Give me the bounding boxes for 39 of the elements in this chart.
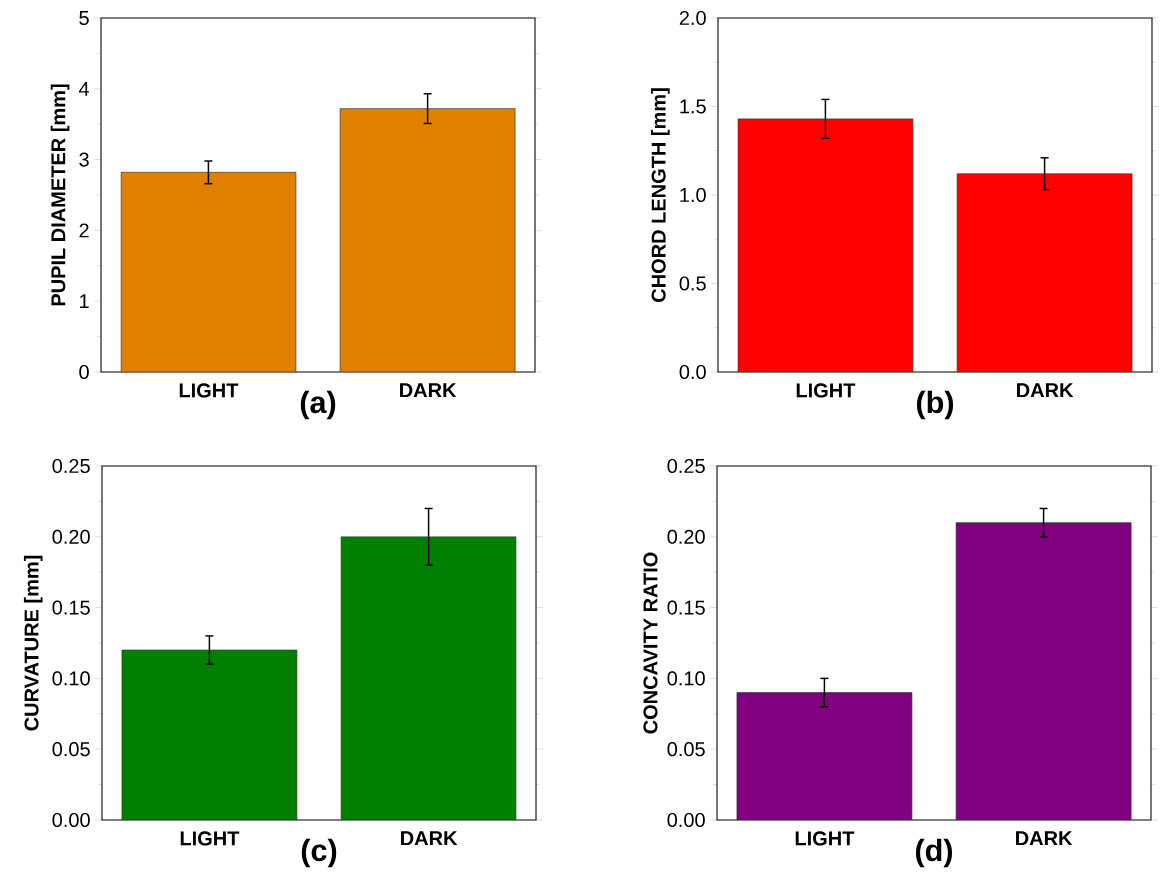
y-tick-label: 0.20 <box>52 529 90 544</box>
y-tick-label: 2 <box>79 223 89 238</box>
y-axis-title: PUPIL DIAMETER [mm] <box>50 84 70 306</box>
y-tick-label: 0.10 <box>667 671 705 686</box>
y-tick-label: 5 <box>79 11 89 25</box>
y-tick-label: 0.10 <box>52 671 90 686</box>
y-axis-title: CONCAVITY RATIO <box>643 552 658 734</box>
x-axis-title: (d) <box>915 838 953 868</box>
y-tick-label: 3 <box>79 152 89 167</box>
x-tick-label: LIGHT <box>795 831 855 846</box>
y-tick-label: 0.00 <box>667 812 705 828</box>
y-tick-label: 1.5 <box>680 99 706 114</box>
y-tick-label: 0.15 <box>52 600 90 615</box>
y-tick-label: 2.0 <box>679 10 706 26</box>
y-axis-title: CURVATURE [mm] <box>23 555 43 731</box>
y-tick-label: 0.05 <box>52 742 90 757</box>
x-tick-label: LIGHT <box>180 831 240 846</box>
y-axis-title: CHORD LENGTH [mm] <box>651 88 670 302</box>
y-tick-label: 4 <box>78 81 90 96</box>
y-tick-label: 0.20 <box>667 529 705 544</box>
y-tick-label: 0.05 <box>667 742 705 757</box>
x-tick-label: LIGHT <box>179 383 239 398</box>
y-tick-label: 0.0 <box>679 364 706 380</box>
x-tick-label: DARK <box>401 831 458 846</box>
y-tick-label: 0.25 <box>52 458 90 474</box>
y-tick-label: 1.0 <box>680 187 706 203</box>
x-axis-title: (b) <box>916 390 954 420</box>
y-tick-label: 0.00 <box>52 812 90 828</box>
y-tick-label: 0.15 <box>667 600 705 615</box>
x-axis-title: (c) <box>301 838 337 868</box>
y-tick-label: 0.5 <box>679 276 706 291</box>
x-tick-label: DARK <box>400 383 457 398</box>
x-tick-label: LIGHT <box>796 383 856 398</box>
y-tick-label: 0 <box>79 364 89 380</box>
y-tick-label: 1 <box>80 294 89 309</box>
y-tick-label: 0.25 <box>667 458 705 474</box>
x-axis-title: (a) <box>300 390 336 420</box>
x-tick-label: DARK <box>1016 831 1073 846</box>
x-tick-label: DARK <box>1017 383 1074 398</box>
